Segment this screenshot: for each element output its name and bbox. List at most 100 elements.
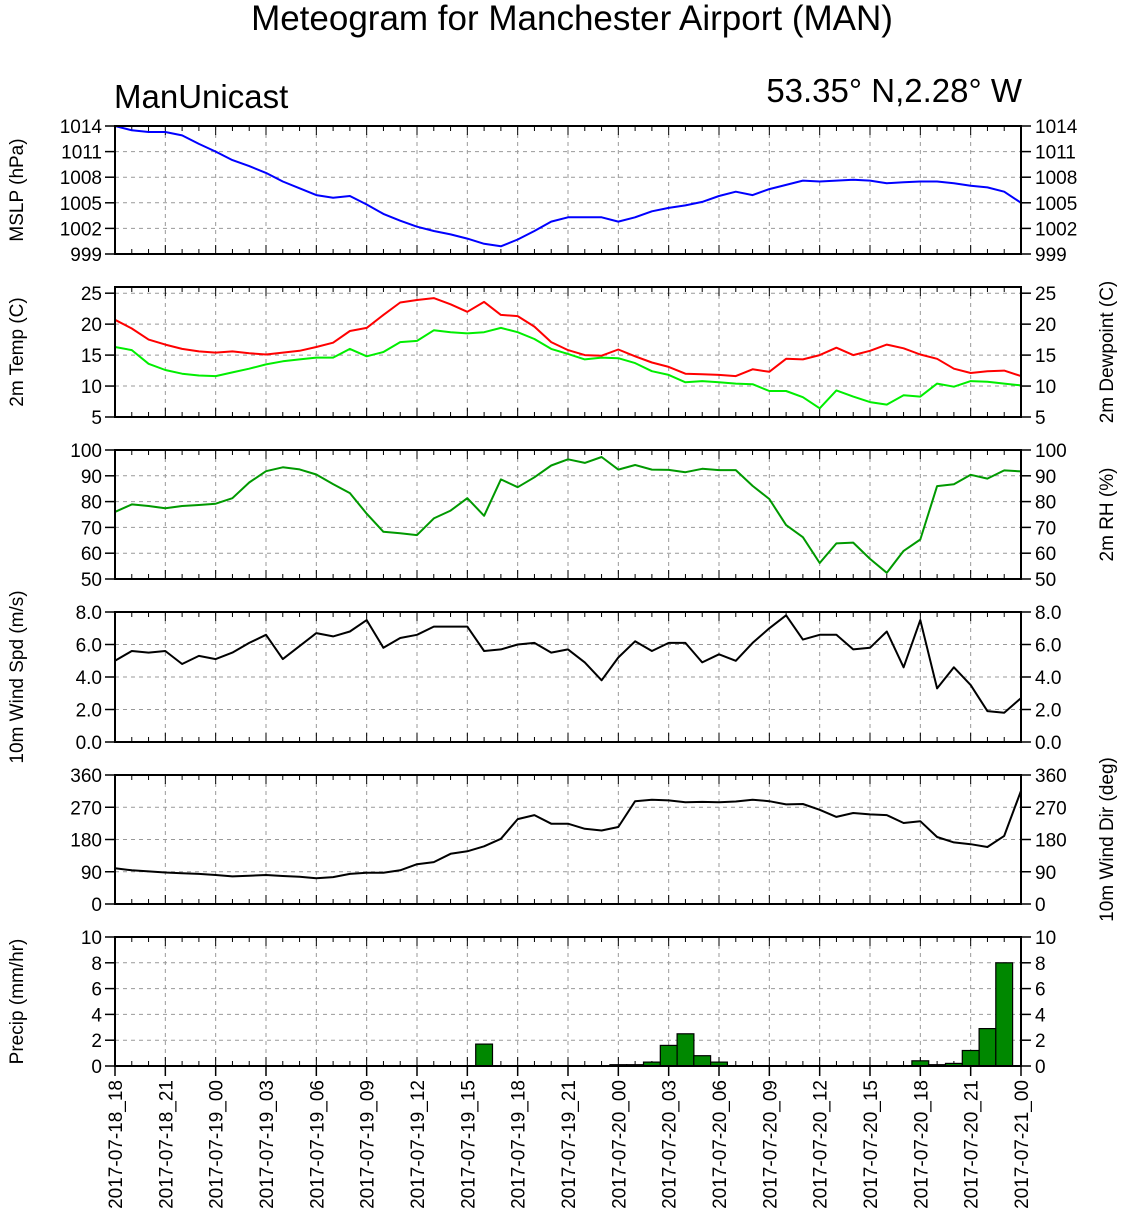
panel-wind-speed: 0.0 0.0 2.0 2.0 4.0 4.0 6.0 6.0 8.0 8.0 10m Wind S… (7, 590, 1061, 763)
panel-rh: 50 50 60 60 70 70 80 80 90 90 100 100 2m RH (%) (70, 441, 1118, 591)
station-name: ManUnicast (114, 78, 288, 115)
y-tick-label-left: 180 (70, 831, 102, 852)
y-tick-label-right: 2.0 (1035, 701, 1061, 722)
panel-precip: 0 0 2 2 4 4 6 6 8 8 10 10 Precip (mm/hr) (7, 928, 1056, 1078)
x-axis-labels: 2017-07-18_18 2017-07-18_21 2017-07-19_00 2… (106, 1066, 1033, 1209)
y-tick-label-right: 0.0 (1035, 733, 1061, 754)
x-tick-label: 2017-07-19_06 (307, 1080, 328, 1209)
series-line-wind-speed-0 (114, 614, 1022, 714)
y-tick-label-right: 1011 (1035, 143, 1076, 164)
y-tick-label-left: 25 (81, 284, 102, 305)
precip-bar (995, 962, 1014, 1067)
x-tick-label: 2017-07-19_03 (257, 1080, 278, 1209)
x-tick-label: 2017-07-20_03 (660, 1080, 681, 1209)
y-tick-label-left: 1011 (61, 143, 102, 164)
y-tick-label-left: 0.0 (76, 733, 102, 754)
panel-frame (114, 611, 1022, 743)
x-tick-label: 2017-07-20_00 (609, 1080, 630, 1209)
x-tick-label: 2017-07-19_09 (358, 1080, 379, 1209)
y-tick-label-right: 1005 (1035, 194, 1077, 215)
series-line-temperature-1 (114, 326, 1022, 410)
x-tick-label: 2017-07-19_21 (559, 1080, 580, 1209)
y-tick-label-right: 180 (1035, 831, 1067, 852)
x-tick-label: 2017-07-19_15 (458, 1080, 479, 1209)
y-tick-label-left: 1002 (60, 219, 102, 240)
y-tick-label-left: 6 (91, 980, 102, 1001)
x-tick-label: 2017-07-19_18 (509, 1080, 530, 1209)
y-tick-label-left: 360 (70, 766, 102, 787)
panel-frame (114, 774, 1022, 905)
y-tick-label-left: 270 (70, 798, 102, 819)
y-tick-label-right: 270 (1035, 798, 1067, 819)
y-tick-label-left: 100 (70, 441, 102, 462)
y-tick-label-right: 999 (1035, 245, 1067, 266)
y-axis-label-right: 2m RH (%) (1097, 468, 1118, 562)
y-tick-label-right: 1002 (1035, 219, 1077, 240)
y-tick-label-right: 0 (1035, 895, 1046, 916)
y-tick-label-right: 1008 (1035, 168, 1077, 189)
y-axis-label-right: 10m Wind Dir (deg) (1097, 757, 1118, 922)
x-tick-label: 2017-07-20_15 (861, 1080, 882, 1209)
precip-bar (693, 1055, 712, 1067)
y-tick-label-left: 60 (81, 544, 102, 565)
y-tick-label-left: 999 (70, 245, 102, 266)
chart-title: Meteogram for Manchester Airport (MAN) (251, 0, 893, 38)
y-tick-label-right: 360 (1035, 766, 1067, 787)
x-tick-label: 2017-07-18_18 (106, 1080, 127, 1209)
y-tick-label-left: 0 (91, 895, 102, 916)
y-tick-label-left: 2.0 (76, 701, 102, 722)
y-tick-label-right: 50 (1035, 570, 1056, 591)
y-tick-label-left: 10 (81, 928, 102, 949)
y-axis-label-right: 2m Dewpoint (C) (1097, 281, 1118, 424)
y-tick-label-right: 8 (1035, 954, 1046, 975)
y-tick-label-left: 90 (81, 863, 102, 884)
x-tick-label: 2017-07-20_06 (710, 1080, 731, 1209)
x-tick-label: 2017-07-19_00 (207, 1080, 228, 1209)
y-tick-label-right: 80 (1035, 493, 1056, 514)
y-tick-label-right: 60 (1035, 544, 1056, 565)
precip-bar (676, 1033, 695, 1067)
precip-bar (475, 1043, 494, 1067)
y-axis-label-left: Precip (mm/hr) (7, 939, 28, 1065)
y-tick-label-left: 70 (81, 518, 102, 539)
y-tick-label-right: 10 (1035, 928, 1056, 949)
y-tick-label-right: 90 (1035, 863, 1056, 884)
panel-mslp: 999 999 1002 1002 1005 1005 1008 1008 1011 1011 10… (7, 117, 1078, 266)
y-tick-label-right: 6 (1035, 980, 1046, 1001)
y-axis-label-left: MSLP (hPa) (7, 138, 28, 241)
panel-frame (114, 125, 1022, 255)
station-coordinates: 53.35° N,2.28° W (766, 72, 1023, 109)
panel-frame (114, 286, 1022, 418)
panel-temperature: 5 5 10 10 15 15 20 20 25 25 2m Temp (C) 2m Dewpoint… (7, 281, 1118, 429)
y-tick-label-left: 8.0 (76, 603, 102, 624)
y-tick-label-right: 15 (1035, 346, 1056, 367)
y-tick-label-left: 5 (91, 408, 102, 429)
y-tick-label-right: 90 (1035, 467, 1056, 488)
y-tick-label-right: 10 (1035, 377, 1056, 398)
panel-frame (114, 449, 1022, 580)
y-tick-label-left: 8 (91, 954, 102, 975)
series-line-temperature-0 (114, 297, 1022, 378)
y-tick-label-right: 6.0 (1035, 636, 1061, 657)
x-tick-label: 2017-07-20_09 (760, 1080, 781, 1209)
y-tick-label-right: 70 (1035, 518, 1056, 539)
y-tick-label-left: 90 (81, 467, 102, 488)
y-tick-label-left: 10 (81, 377, 102, 398)
x-tick-label: 2017-07-20_12 (811, 1080, 832, 1209)
y-tick-label-right: 5 (1035, 408, 1046, 429)
y-tick-label-right: 25 (1035, 284, 1056, 305)
y-tick-label-left: 6.0 (76, 636, 102, 657)
precip-bar (978, 1027, 997, 1067)
y-tick-label-left: 1005 (60, 194, 102, 215)
y-tick-label-right: 8.0 (1035, 603, 1061, 624)
y-tick-label-left: 50 (81, 570, 102, 591)
x-tick-label: 2017-07-18_21 (156, 1080, 177, 1209)
y-tick-label-left: 20 (81, 315, 102, 336)
y-tick-label-right: 4.0 (1035, 668, 1061, 689)
y-tick-label-right: 0 (1035, 1057, 1046, 1078)
x-tick-label: 2017-07-20_21 (962, 1080, 983, 1209)
y-axis-label-left: 2m Temp (C) (7, 297, 28, 406)
series-line-mslp-0 (114, 125, 1022, 248)
